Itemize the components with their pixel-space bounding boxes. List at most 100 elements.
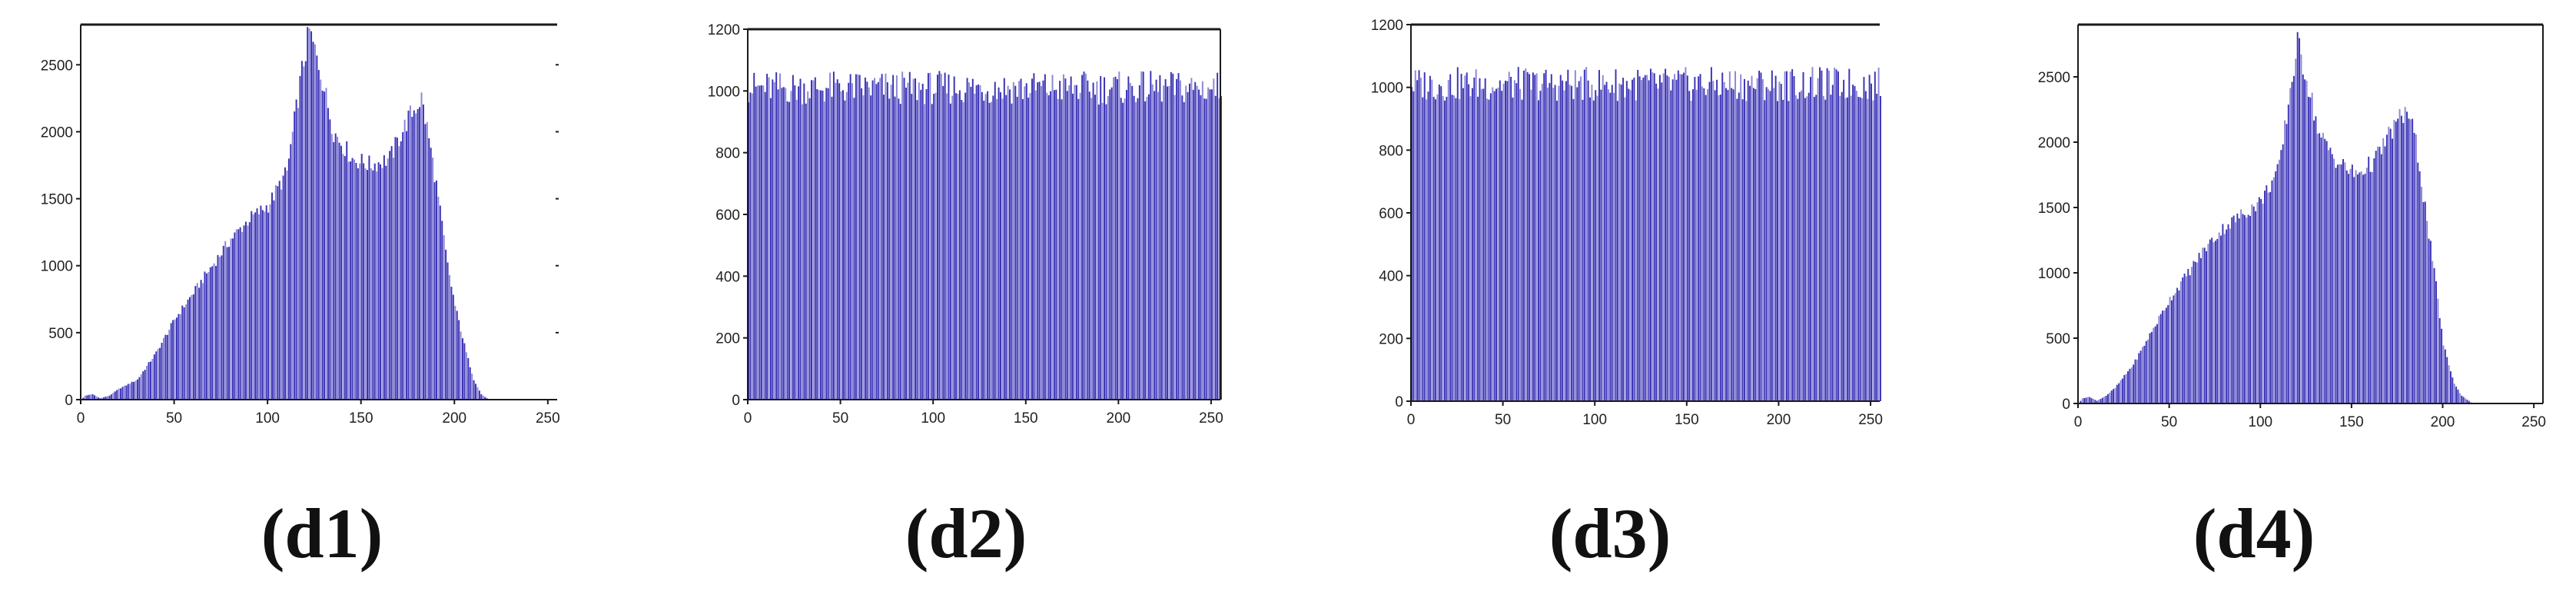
histogram-bar: [303, 66, 305, 400]
histogram-bar: [1495, 88, 1497, 401]
histogram-bar: [807, 91, 809, 400]
histogram-bar: [2100, 399, 2102, 403]
histogram-bar: [1863, 77, 1865, 401]
histogram-bar: [1466, 72, 1468, 401]
histogram-bar: [2118, 383, 2120, 403]
histogram-bar: [473, 380, 475, 400]
histogram-bar: [2130, 367, 2133, 403]
x-tick-label: 100: [2248, 414, 2272, 430]
histogram-bar: [1170, 71, 1172, 400]
histogram-bar: [1629, 90, 1632, 401]
histogram-bar: [1751, 75, 1753, 402]
histogram-bar: [2162, 310, 2164, 403]
histogram-bar: [1547, 87, 1549, 402]
histogram-bar: [2300, 54, 2302, 404]
histogram-bar: [443, 234, 445, 400]
histogram-bar: [1018, 81, 1021, 400]
histogram-bar: [198, 287, 201, 400]
histogram-bar: [968, 82, 970, 400]
histogram-bar: [218, 257, 221, 400]
histogram-bar: [430, 148, 432, 400]
histogram-bar: [435, 180, 437, 400]
histogram-bar: [1633, 77, 1635, 401]
histogram-bar: [1068, 85, 1071, 400]
histogram-bar: [749, 92, 752, 400]
histogram-bar: [1690, 101, 1692, 401]
histogram-bar: [2307, 96, 2309, 404]
histogram-bar: [1674, 74, 1676, 401]
histogram-bar: [1515, 83, 1518, 402]
histogram-bar: [1014, 85, 1017, 400]
histogram-bar: [2211, 237, 2213, 403]
histogram-bar: [1649, 68, 1651, 402]
histogram-bar: [768, 77, 770, 400]
histogram-bar: [1819, 67, 1821, 401]
histogram-bar: [1782, 99, 1784, 401]
histogram-bar: [2120, 380, 2122, 403]
histogram-bar: [2207, 244, 2209, 403]
histogram-bar: [1074, 85, 1076, 400]
histogram-d3: 0 50 100 150 200 250 0 200 400 600 800 1000 1200: [1371, 18, 1883, 428]
histogram-bar: [1699, 74, 1701, 401]
histogram-bar: [2292, 75, 2295, 403]
histogram-bar: [2214, 241, 2216, 403]
histogram-bar: [183, 307, 185, 400]
histogram-bar: [971, 78, 974, 400]
histogram-bar: [1488, 99, 1490, 401]
histogram-bar: [1057, 98, 1059, 400]
x-tick-label: 150: [1014, 410, 1038, 427]
histogram-bar: [1828, 70, 1830, 402]
histogram-bar: [297, 108, 300, 400]
histogram-bar: [1436, 94, 1439, 402]
histogram-bar: [1492, 87, 1494, 402]
histogram-bar: [1761, 79, 1764, 401]
histogram-bar: [2183, 273, 2186, 403]
histogram-bar: [1727, 89, 1729, 402]
histogram-bar: [235, 229, 237, 400]
histogram-bar: [264, 211, 266, 400]
histogram-bar: [970, 86, 972, 400]
histogram-bar: [1604, 85, 1606, 402]
histogram-bar: [1725, 88, 1728, 402]
histogram-bar: [1087, 80, 1089, 400]
histogram-bar: [1616, 101, 1618, 402]
histogram-bar: [1613, 92, 1615, 401]
histogram-bar: [377, 162, 380, 400]
histogram-bar: [2232, 215, 2235, 403]
histogram-bar: [2139, 350, 2142, 403]
histogram-bar: [209, 267, 211, 400]
histogram-bar: [2256, 202, 2259, 403]
histogram-bar: [1822, 95, 1824, 402]
histogram-bar: [267, 212, 270, 400]
histogram-bar: [2412, 118, 2414, 404]
histogram-bar: [2388, 126, 2390, 403]
histogram-bar: [1692, 89, 1694, 401]
histogram-bar: [1190, 78, 1193, 400]
histogram-bar: [1440, 86, 1442, 401]
histogram-bar: [1160, 101, 1163, 400]
x-tick-label: 100: [255, 410, 280, 427]
histogram-bar: [2123, 374, 2126, 403]
histogram-bar: [2398, 108, 2401, 403]
histogram-bar: [252, 214, 254, 400]
histogram-bar: [254, 212, 257, 400]
histogram-bar: [790, 91, 792, 400]
histogram-bar: [439, 205, 441, 400]
histogram-bar: [1565, 81, 1567, 401]
histogram-bar: [134, 380, 137, 400]
histogram-bar: [261, 210, 264, 400]
histogram-bar: [1003, 78, 1005, 400]
histogram-bar: [760, 85, 762, 400]
histogram-bar: [929, 72, 931, 400]
histogram-bar: [2203, 247, 2206, 403]
histogram-d2: 0 50 100 150 200 250 0 200 400 600 800 1000 1200: [708, 22, 1223, 427]
histogram-bar: [877, 81, 879, 400]
histogram-bar: [1625, 81, 1628, 401]
histogram-bar: [1813, 97, 1815, 402]
histogram-bar: [2196, 262, 2199, 403]
histogram-bar: [1097, 105, 1100, 400]
x-tick-label: 150: [349, 410, 373, 427]
histogram-bar: [966, 78, 968, 400]
histogram-bar: [1580, 76, 1582, 401]
histogram-bar: [1025, 83, 1027, 400]
